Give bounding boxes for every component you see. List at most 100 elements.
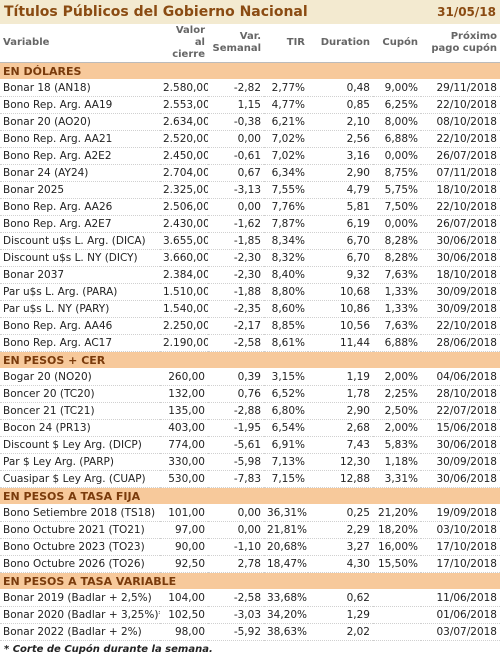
cell: 4,79: [308, 181, 373, 199]
column-header: Variable: [0, 24, 160, 63]
cell: 3,16: [308, 147, 373, 165]
cell: -1,95: [208, 419, 264, 437]
bond-row: Bono Octubre 2023 (TO23) 90,00 -1,10 20,68%…: [0, 538, 500, 556]
cell: 2,78: [208, 555, 264, 573]
cell: 7,15%: [264, 470, 308, 488]
cell: Bono Rep. Arg. AA26: [0, 198, 160, 216]
cell: 30/09/2018: [421, 300, 500, 318]
cell: 0,00: [208, 504, 264, 522]
cell: Bono Setiembre 2018 (TS18): [0, 504, 160, 522]
bond-row: Par u$s L. NY (PARY) 1.540,00 -2,35 8,60% 10…: [0, 300, 500, 318]
cell: 19/09/2018: [421, 504, 500, 522]
cell: 30/09/2018: [421, 453, 500, 471]
bond-row: Bono Rep. Arg. AA21 2.520,00 0,00 7,02% 2,56…: [0, 130, 500, 148]
cell: 260,00: [160, 368, 208, 386]
cell: Boncer 21 (TC21): [0, 402, 160, 420]
cell: 8,61%: [264, 334, 308, 352]
title: Títulos Públicos del Gobierno Nacional: [4, 4, 308, 20]
cell: 2,00%: [373, 419, 421, 437]
cell: 2,68: [308, 419, 373, 437]
bond-row: Bono Rep. Arg. A2E7 2.430,00 -1,62 7,87% 6,1…: [0, 215, 500, 233]
cell: 1.540,00: [160, 300, 208, 318]
cell: 2,00%: [373, 368, 421, 386]
cell: -2,30: [208, 266, 264, 284]
cell: -2,58: [208, 334, 264, 352]
cell: 15,50%: [373, 555, 421, 573]
cell: 28/10/2018: [421, 385, 500, 403]
cell: 18/10/2018: [421, 266, 500, 284]
cell: 5,75%: [373, 181, 421, 199]
cell: 11,44: [308, 334, 373, 352]
cell: 7,02%: [264, 130, 308, 148]
bond-row: Bogar 20 (NO20) 260,00 0,39 3,15% 1,19 2,00% 0…: [0, 368, 500, 386]
cell: 403,00: [160, 419, 208, 437]
cell: Cuasipar $ Ley Arg. (CUAP): [0, 470, 160, 488]
cell: [373, 623, 421, 641]
section-title: EN PESOS A TASA VARIABLE: [0, 572, 500, 590]
cell: 5,81: [308, 198, 373, 216]
cell: 4,77%: [264, 96, 308, 114]
cell: 6,19: [308, 215, 373, 233]
cell: 38,63%: [264, 623, 308, 641]
cell: 90,00: [160, 538, 208, 556]
cell: 28/06/2018: [421, 334, 500, 352]
cell: [373, 589, 421, 607]
cell: 18/10/2018: [421, 181, 500, 199]
bond-row: Bono Setiembre 2018 (TS18) 101,00 0,00 36,3…: [0, 504, 500, 522]
cell: 26/07/2018: [421, 147, 500, 165]
cell: 7,87%: [264, 215, 308, 233]
cell: 33,68%: [264, 589, 308, 607]
bond-table: Variable Valor al cierre Var. Semanal TIR Du…: [0, 24, 500, 641]
cell: -2,58: [208, 589, 264, 607]
cell: 11/06/2018: [421, 589, 500, 607]
cell: Bono Octubre 2026 (TO26): [0, 555, 160, 573]
cell: 1,29: [308, 606, 373, 624]
cell: 12,30: [308, 453, 373, 471]
cell: 5,83%: [373, 436, 421, 454]
cell: 6,91%: [264, 436, 308, 454]
cell: 22/10/2018: [421, 130, 500, 148]
cell: 2.506,00: [160, 198, 208, 216]
cell: 2,29: [308, 521, 373, 539]
cell: Bonar 2022 (Badlar + 2%): [0, 623, 160, 641]
bond-row: Bonar 2037 2.384,00 -2,30 8,40% 9,32 7,63% 18/…: [0, 266, 500, 284]
cell: -1,62: [208, 215, 264, 233]
cell: Bonar 20 (AO20): [0, 113, 160, 131]
cell: 6,25%: [373, 96, 421, 114]
bond-row: Discount u$s L. NY (DICY) 3.660,00 -2,30 8,…: [0, 249, 500, 267]
cell: 0,00: [208, 198, 264, 216]
bond-row: Bono Rep. Arg. AA46 2.250,00 -2,17 8,85% 10,…: [0, 317, 500, 335]
bond-row: Bonar 2020 (Badlar + 3,25%)* 102,50 -3,03 3…: [0, 606, 500, 624]
cell: 34,20%: [264, 606, 308, 624]
cell: 0,00%: [373, 147, 421, 165]
cell: 18,47%: [264, 555, 308, 573]
cell: 98,00: [160, 623, 208, 641]
cell: Par $ Ley Arg. (PARP): [0, 453, 160, 471]
cell: 8,80%: [264, 283, 308, 301]
cell: 7,63%: [373, 317, 421, 335]
section-row: EN PESOS A TASA FIJA: [0, 487, 500, 505]
cell: 135,00: [160, 402, 208, 420]
cell: 530,00: [160, 470, 208, 488]
cell: 15/06/2018: [421, 419, 500, 437]
bond-row: Bonar 24 (AY24) 2.704,00 0,67 6,34% 2,90 8,75…: [0, 164, 500, 182]
cell: Bonar 2019 (Badlar + 2,5%): [0, 589, 160, 607]
cell: -1,88: [208, 283, 264, 301]
bond-row: Bonar 2022 (Badlar + 2%) 98,00 -5,92 38,63%…: [0, 623, 500, 641]
cell: 774,00: [160, 436, 208, 454]
bond-row: Boncer 20 (TC20) 132,00 0,76 6,52% 1,78 2,25%…: [0, 385, 500, 403]
cell: 2.520,00: [160, 130, 208, 148]
header-row: Variable Valor al cierre Var. Semanal TIR Du…: [0, 24, 500, 63]
cell: 2,02: [308, 623, 373, 641]
cell: 97,00: [160, 521, 208, 539]
cell: 1,19: [308, 368, 373, 386]
cell: 16,00%: [373, 538, 421, 556]
cell: 20,68%: [264, 538, 308, 556]
title-bar: Títulos Públicos del Gobierno Nacional 3…: [0, 0, 500, 24]
cell: 21,81%: [264, 521, 308, 539]
cell: 7,63%: [373, 266, 421, 284]
cell: 26/07/2018: [421, 215, 500, 233]
cell: 7,13%: [264, 453, 308, 471]
cell: 6,34%: [264, 164, 308, 182]
